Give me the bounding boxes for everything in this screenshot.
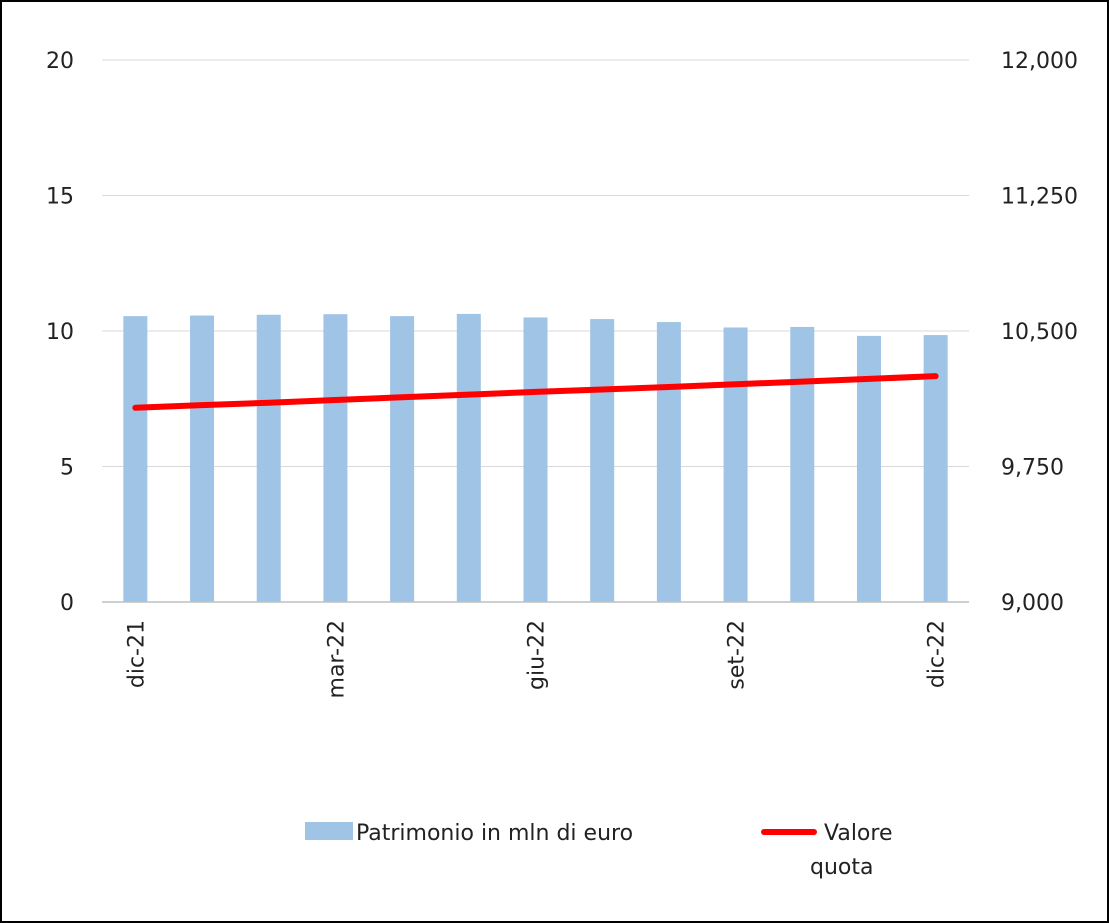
- y-right-tick-label: 9,750: [1001, 456, 1064, 481]
- x-tick-label: mar-22: [324, 620, 349, 698]
- y-right-tick-label: 12,000: [1001, 49, 1078, 74]
- bar-dic-22: [923, 335, 948, 602]
- bar-mar-22: [323, 314, 348, 602]
- y-right-tick-label: 11,250: [1001, 185, 1078, 210]
- bar-dic-21: [123, 316, 148, 602]
- bar-lug-22: [590, 319, 615, 602]
- bar-series-patrimonio: [123, 313, 948, 602]
- y-right-tick-label: 9,000: [1001, 591, 1064, 616]
- bar-ott-22: [790, 326, 815, 602]
- y-axis-right: 9,000 9,750 10,500 11,250 12,000: [1001, 49, 1078, 616]
- x-tick-label: dic-22: [925, 620, 950, 688]
- line-series-valore-quota: [132, 373, 939, 411]
- bar-ago-22: [656, 322, 681, 602]
- legend-label-valore-quota: Valore quota: [810, 821, 900, 880]
- y-left-tick-label: 15: [46, 185, 74, 210]
- bar-feb-22: [256, 314, 281, 602]
- y-axis-left: 0 5 10 15 20: [46, 49, 74, 616]
- bar-mag-22: [456, 313, 481, 602]
- y-left-tick-label: 10: [46, 320, 74, 345]
- legend-label-patrimonio: Patrimonio in mln di euro: [356, 821, 633, 846]
- x-tick-label: dic-21: [124, 620, 149, 688]
- legend-label-valore-quota-line2: quota: [810, 855, 873, 880]
- x-tick-label: set-22: [725, 620, 750, 690]
- x-tick-label: giu-22: [525, 620, 550, 690]
- y-right-tick-label: 10,500: [1001, 320, 1078, 345]
- y-left-tick-label: 0: [60, 591, 74, 616]
- x-axis: dic-21 mar-22 giu-22 set-22 dic-22: [102, 601, 969, 698]
- legend-swatch-patrimonio: [305, 822, 353, 840]
- legend: Patrimonio in mln di euro Valore quota: [305, 821, 900, 880]
- bar-gen-22: [190, 315, 215, 602]
- bar-set-22: [723, 327, 748, 602]
- legend-label-valore-quota-line1: Valore: [824, 821, 893, 846]
- bar-apr-22: [390, 316, 415, 602]
- bar-giu-22: [523, 317, 548, 602]
- y-left-tick-label: 20: [46, 49, 74, 74]
- y-left-tick-label: 5: [60, 456, 74, 481]
